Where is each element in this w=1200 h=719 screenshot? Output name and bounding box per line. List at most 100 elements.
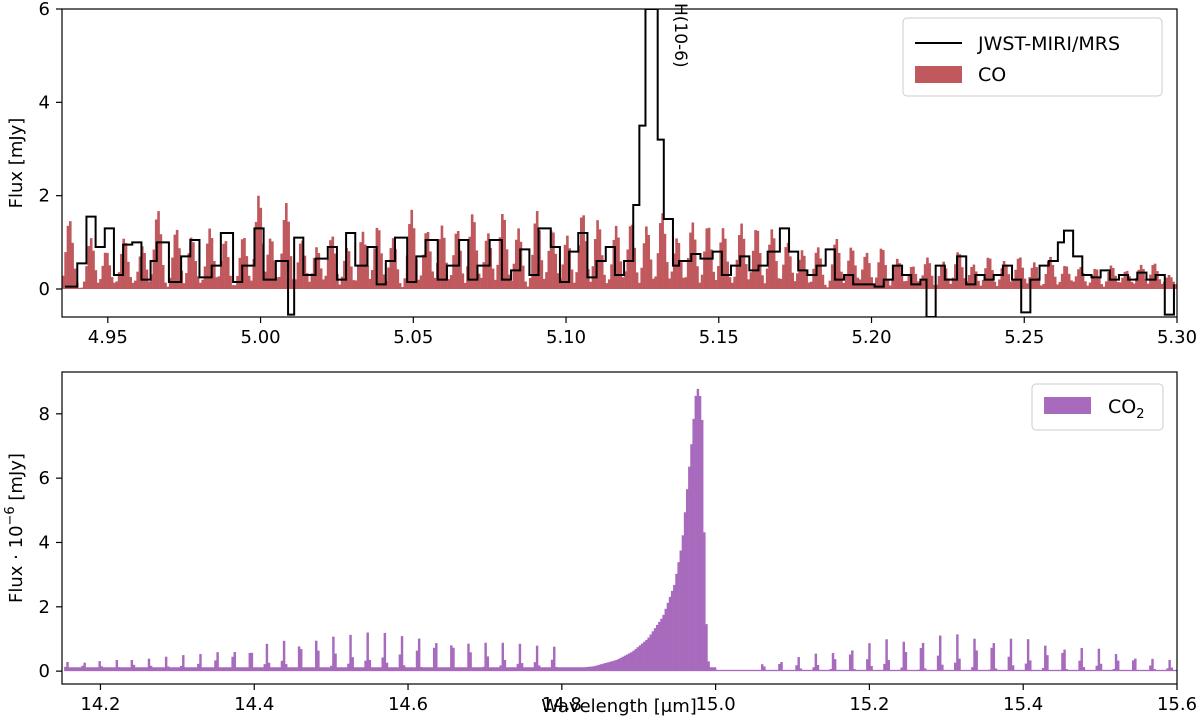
co-bar [366, 265, 369, 289]
co-bar [505, 249, 509, 289]
co-bar [136, 271, 139, 289]
co2-bar [891, 669, 895, 672]
co-bar [670, 271, 674, 289]
co2-bar [1091, 669, 1094, 672]
co2-bar [405, 667, 408, 672]
co-bar [422, 254, 425, 289]
co2-bar [239, 667, 243, 672]
co2-bar [591, 666, 595, 672]
co2-bar [1031, 669, 1034, 672]
co2-bar [1050, 669, 1053, 672]
co2-bar [467, 643, 470, 672]
co-bar [624, 271, 627, 289]
co-bar [99, 279, 102, 289]
co2-bar [752, 669, 755, 672]
co2-bar [1007, 656, 1011, 672]
co-bar [1142, 269, 1145, 289]
co-bar [1111, 268, 1115, 289]
co2-bar [1020, 669, 1023, 672]
co2-bar [1138, 669, 1141, 672]
co2-bar [565, 667, 569, 672]
co-bar [663, 233, 667, 289]
co2-bar [1074, 669, 1077, 672]
co2-bar [1116, 660, 1120, 672]
co-bar [498, 237, 502, 289]
co-bar [821, 274, 825, 289]
co2-bar [510, 667, 513, 672]
co2-bar [733, 669, 736, 672]
bottom-x-axis-label: Wavelength [μm] [541, 696, 697, 717]
co-bar [1098, 276, 1101, 289]
co2-bar [246, 667, 249, 672]
co-bar [1056, 284, 1059, 289]
co-bar [1081, 273, 1085, 289]
co2-bar [971, 667, 974, 672]
co2-bar [793, 669, 796, 672]
co2-bar [1174, 669, 1177, 672]
co2-bar [1168, 659, 1171, 672]
co2-bar [1093, 669, 1096, 672]
co-bar [229, 275, 232, 289]
co2-bar [291, 667, 294, 672]
co2-bar [954, 662, 957, 672]
co2-bar [827, 669, 830, 672]
co2-bar [619, 657, 622, 672]
co2-bar [535, 645, 539, 672]
co2-bar [486, 656, 490, 672]
co2-bar [74, 667, 78, 672]
co2-bar [432, 647, 436, 672]
co2-bar [945, 669, 948, 672]
co-bar [545, 272, 548, 289]
co2-bar [224, 667, 228, 672]
bottom-x-tick-label: 15.0 [696, 694, 736, 715]
co2-bar [589, 666, 592, 672]
co2-bar [748, 669, 751, 672]
co2-bar [585, 667, 588, 672]
co-bar [863, 256, 867, 289]
co-bar [907, 274, 911, 289]
co2-bar [527, 667, 530, 672]
co-bar [352, 280, 355, 289]
co2-bar [357, 667, 361, 672]
co2-bar [1089, 669, 1092, 672]
co-bar [642, 243, 646, 289]
co-bar [540, 260, 544, 289]
co-bar [786, 242, 790, 289]
bottom-legend-frame [1031, 383, 1164, 431]
co2-bar [411, 667, 414, 672]
co2-bar [1033, 669, 1036, 672]
co2-bar [621, 656, 625, 672]
co-bar [798, 259, 801, 289]
co-bar [977, 280, 980, 289]
co2-bar [544, 667, 547, 672]
co2-bar [428, 667, 432, 672]
co-bar [124, 243, 128, 289]
co-bar [586, 269, 590, 289]
co2-bar [372, 667, 376, 672]
co-bar [424, 233, 427, 289]
co-bar [898, 263, 901, 289]
co-bar [1095, 269, 1099, 289]
co2-bar [199, 654, 202, 672]
h-line-annotation: H(10-6) [670, 3, 690, 68]
co-bar [452, 255, 455, 289]
co2-bar [171, 667, 174, 672]
co-bar [1065, 266, 1069, 289]
co2-bar [801, 669, 805, 672]
co-bar [340, 276, 344, 289]
co-bar [747, 279, 750, 289]
co2-bar [227, 667, 230, 672]
co-bar [212, 261, 216, 289]
co2-bar [853, 669, 856, 672]
co-bar [993, 281, 997, 289]
co2-bar [310, 667, 314, 672]
co-bar [368, 278, 372, 289]
co2-bar [220, 667, 224, 672]
legend-co2-base: CO [1108, 396, 1136, 418]
co-bar [438, 239, 441, 289]
co-bar [754, 230, 757, 289]
co-bar [589, 281, 592, 289]
co-bar [175, 229, 179, 289]
co2-bar [707, 661, 710, 672]
co-bar [512, 263, 516, 289]
